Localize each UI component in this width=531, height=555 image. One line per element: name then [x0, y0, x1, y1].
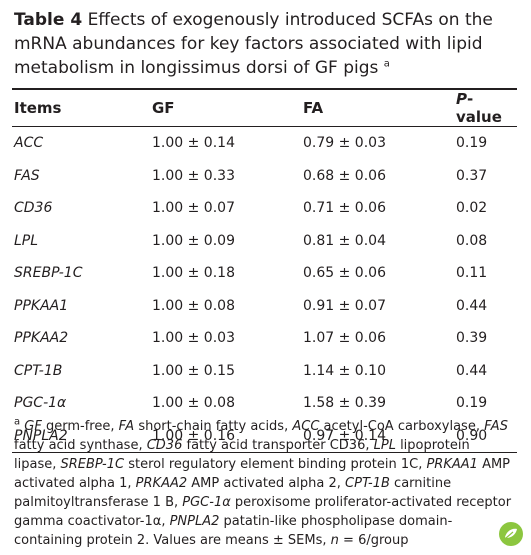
item-cell: SREBP-1C	[14, 265, 83, 282]
value-cell: 0.81 ± 0.04	[303, 232, 386, 249]
table-row: ACC 1.00 ± 0.14 0.79 ± 0.03 0.19	[12, 127, 517, 160]
footnote-text: LPL	[373, 438, 396, 453]
value-cell: 1.00 ± 0.09	[152, 232, 235, 249]
table-row: PPKAA1 1.00 ± 0.08 0.91 ± 0.07 0.44	[12, 290, 517, 323]
header-text: FA	[303, 99, 324, 117]
value-cell: 0.11	[456, 265, 488, 282]
title-marker: a	[383, 58, 390, 70]
item-cell: LPL	[14, 232, 39, 249]
value-cell: 0.65 ± 0.06	[303, 265, 386, 282]
value-cell: 1.07 ± 0.06	[303, 330, 386, 347]
item-cell: ACC	[14, 135, 44, 152]
footnote-text: FAS	[484, 419, 508, 434]
item-cell: FAS	[14, 167, 40, 184]
footnote-text: acetyl-CoA carboxylase,	[319, 419, 485, 434]
header-italic: P	[456, 90, 467, 108]
table-title: Table 4 Effects of exogenously introduce…	[14, 8, 519, 80]
header-text: Items	[14, 99, 62, 117]
item-cell: PGC-1α	[14, 395, 67, 412]
header-row: Items GF FA P-value	[12, 89, 517, 127]
value-cell: 0.90	[456, 427, 488, 444]
header-cell: P-value	[454, 89, 517, 127]
footnote-text: CD36	[146, 438, 183, 453]
footnote-text: PGC-1α	[182, 495, 231, 510]
footnote-text: patatin-like phospholipase domain-contai…	[14, 514, 453, 548]
value-cell: 0.37	[456, 167, 488, 184]
value-cell: 0.44	[456, 297, 488, 314]
footnote-text: AMP activated alpha 2,	[187, 476, 346, 491]
footnote-text: AMP activated alpha 1,	[14, 457, 511, 491]
value-cell: 0.19	[456, 135, 488, 152]
value-cell: 0.39	[456, 330, 488, 347]
value-cell: 1.58 ± 0.39	[303, 395, 386, 412]
footnote-text: PNPLA2	[169, 514, 220, 529]
value-cell: 0.08	[456, 232, 488, 249]
footnote-text: = 6/group	[338, 533, 409, 548]
footnote-text: peroxisome proliferator-activated recept…	[14, 495, 512, 529]
footnote-text: FA	[118, 419, 135, 434]
value-cell: 1.00 ± 0.03	[152, 330, 235, 347]
footnote-text: germ-free,	[41, 419, 119, 434]
table-row: PGC-1α 1.00 ± 0.08 1.58 ± 0.39 0.19	[12, 387, 517, 420]
header-text: GF	[152, 99, 175, 117]
footnote-text: short-chain fatty acids,	[134, 419, 293, 434]
footnote-text: n	[330, 533, 339, 548]
value-cell: 0.68 ± 0.06	[303, 167, 386, 184]
item-cell: CD36	[14, 200, 53, 217]
value-cell: 1.00 ± 0.08	[152, 395, 235, 412]
header-cell: GF	[150, 89, 301, 127]
footnote-text: lipoprotein lipase,	[14, 438, 470, 472]
value-cell: 1.00 ± 0.15	[152, 362, 235, 379]
table-row: FAS 1.00 ± 0.33 0.68 ± 0.06 0.37	[12, 160, 517, 193]
footnote-marker: a	[14, 416, 21, 428]
footnote-text: PRKAA2	[135, 476, 188, 491]
value-cell: 1.14 ± 0.10	[303, 362, 386, 379]
table-row: CD36 1.00 ± 0.07 0.71 ± 0.06 0.02	[12, 192, 517, 225]
table-row: PNPLA2 1.00 ± 0.16 0.97 ± 0.14 0.90	[12, 420, 517, 453]
footnote-text: SREBP-1C	[60, 457, 125, 472]
value-cell: 0.19	[456, 395, 488, 412]
footnote-text: ACC	[292, 419, 320, 434]
footnote-text: PRKAA1	[426, 457, 478, 472]
value-cell: 1.00 ± 0.33	[152, 167, 235, 184]
table-body: ACC 1.00 ± 0.14 0.79 ± 0.03 0.19 FAS 1.00 ± 0…	[12, 127, 517, 453]
table-row: CPT-1B 1.00 ± 0.15 1.14 ± 0.10 0.44	[12, 355, 517, 388]
footnote-text: carnitine palmitoyltransferase 1 B,	[14, 476, 452, 510]
footnote-text: GF	[24, 419, 42, 434]
data-table: Items GF FA P-value ACC 1.00 ± 0.14 0.79 ± 0.…	[12, 88, 517, 453]
value-cell: 1.00 ± 0.07	[152, 200, 235, 217]
value-cell: 0.97 ± 0.14	[303, 427, 386, 444]
table-row: SREBP-1C 1.00 ± 0.18 0.65 ± 0.06 0.11	[12, 257, 517, 290]
value-cell: 0.71 ± 0.06	[303, 200, 386, 217]
value-cell: 1.00 ± 0.18	[152, 265, 235, 282]
value-cell: 0.79 ± 0.03	[303, 135, 386, 152]
footnote-text: fatty acid synthase,	[14, 438, 147, 453]
value-cell: 0.91 ± 0.07	[303, 297, 386, 314]
item-cell: PNPLA2	[14, 427, 68, 444]
header-cell: Items	[12, 89, 150, 127]
title-text: Effects of exogenously introduced SCFAs …	[14, 10, 493, 78]
footnote: a GF germ-free, FA short-chain fatty aci…	[14, 417, 514, 550]
value-cell: 1.00 ± 0.16	[152, 427, 235, 444]
header-cell: FA	[301, 89, 454, 127]
footnote-text: fatty acid transporter CD36,	[182, 438, 374, 453]
table-row: PPKAA2 1.00 ± 0.03 1.07 ± 0.06 0.39	[12, 322, 517, 355]
item-cell: PPKAA1	[14, 297, 69, 314]
footnote-text: CPT-1B	[345, 476, 390, 491]
value-cell: 0.44	[456, 362, 488, 379]
footnote-text: sterol regulatory element binding protei…	[124, 457, 427, 472]
item-cell: PPKAA2	[14, 330, 69, 347]
value-cell: 0.02	[456, 200, 488, 217]
value-cell: 1.00 ± 0.08	[152, 297, 235, 314]
table-label: Table 4	[14, 10, 83, 30]
table-row: LPL 1.00 ± 0.09 0.81 ± 0.04 0.08	[12, 225, 517, 258]
item-cell: CPT-1B	[14, 362, 63, 379]
header-text: -value	[456, 90, 502, 126]
logo-icon	[499, 522, 523, 546]
value-cell: 1.00 ± 0.14	[152, 135, 235, 152]
